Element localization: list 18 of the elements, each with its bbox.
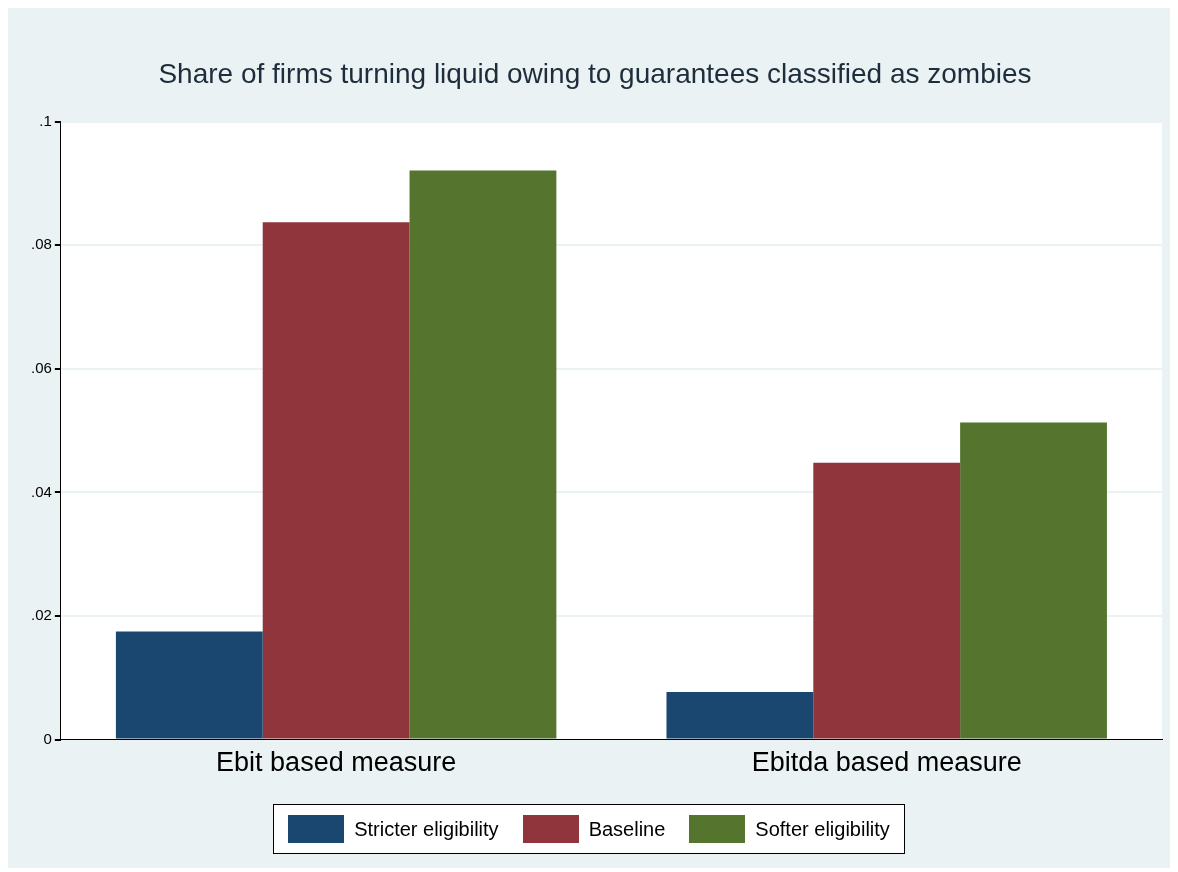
x-tick-label: Ebitda based measure xyxy=(751,747,1022,778)
bar xyxy=(666,692,814,739)
legend-label: Stricter eligibility xyxy=(354,817,499,841)
bar xyxy=(813,462,961,739)
y-tick-label: .1 xyxy=(39,111,52,129)
y-tick-label: .06 xyxy=(30,358,52,376)
y-tick-label: .04 xyxy=(30,482,52,500)
bar xyxy=(409,170,557,739)
bar xyxy=(115,631,263,739)
bar xyxy=(262,222,410,739)
bar xyxy=(960,422,1107,739)
chart-title: Share of firms turning liquid owing to guarantees classified as zombies xyxy=(158,57,1032,89)
y-tick-label: .02 xyxy=(30,606,52,624)
legend-label: Baseline xyxy=(588,817,666,841)
x-tick-label: Ebit based measure xyxy=(216,747,457,778)
legend-label: Softer eligibility xyxy=(755,817,890,841)
y-tick-label: .08 xyxy=(30,235,52,253)
y-tick-label: 0 xyxy=(43,729,52,747)
